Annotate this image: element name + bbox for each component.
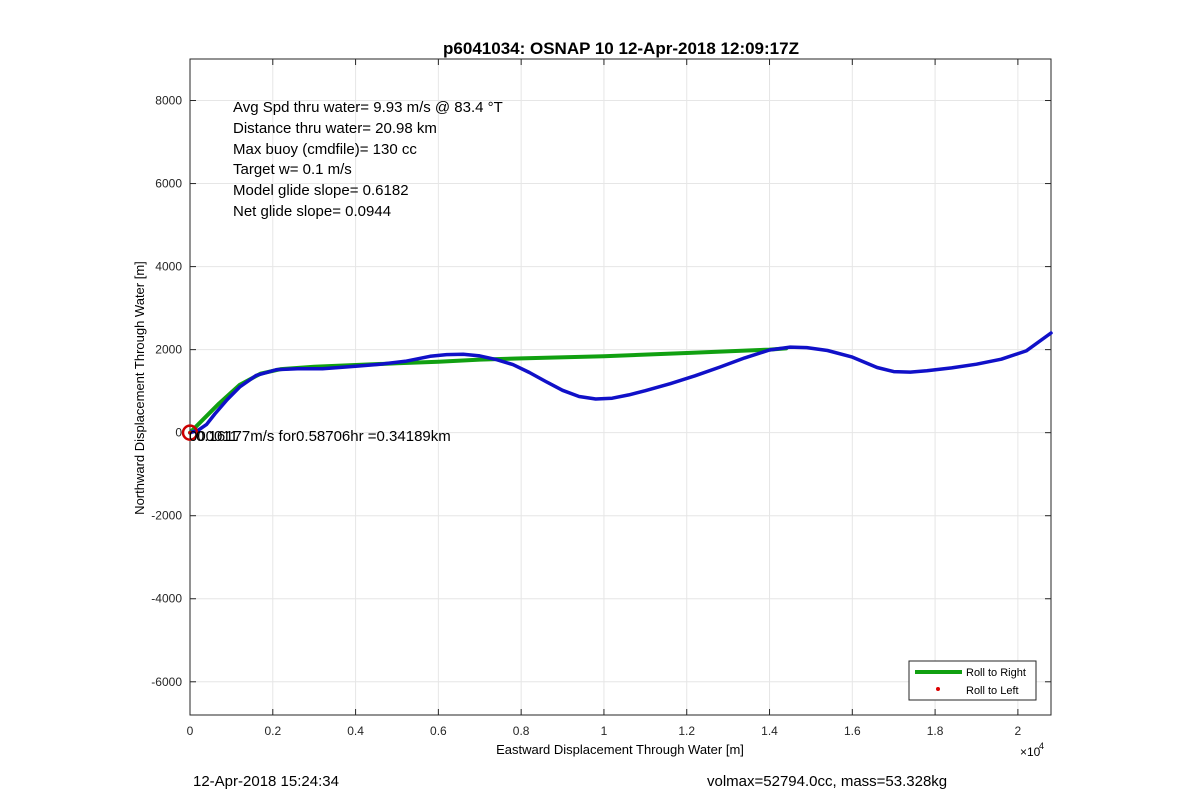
- y-tick-label: 0: [175, 426, 182, 440]
- x-tick-label: 0.4: [347, 724, 364, 738]
- stats-line-distance: Distance thru water= 20.98 km: [233, 120, 437, 137]
- data-markers: [181, 424, 199, 441]
- footer-timestamp: 12-Apr-2018 15:24:34: [193, 773, 339, 790]
- segment-annotation: 000011 0.16177m/s for0.58706hr =0.34189k…: [189, 428, 451, 445]
- x-exponent-base: ×10: [1020, 745, 1041, 759]
- y-tick-label: 2000: [155, 343, 182, 357]
- plot-box: [189, 58, 1052, 716]
- y-axis-label: Northward Displacement Through Water [m]: [132, 261, 147, 515]
- chart-title: p6041034: OSNAP 10 12-Apr-2018 12:09:17Z: [443, 39, 799, 58]
- x-tick-label: 1.8: [927, 724, 944, 738]
- x-axis-ticks: 0 0.2 0.4 0.6 0.8 1 1.2 1.4 1.6 1.8 2: [187, 59, 1022, 738]
- start-marker: [181, 424, 199, 441]
- plot-axes: [189, 58, 1052, 716]
- y-tick-label: 8000: [155, 94, 182, 108]
- y-tick-label: 4000: [155, 260, 182, 274]
- stats-line-model-glide: Model glide slope= 0.6182: [233, 182, 409, 199]
- series-line-roll-to-right: [188, 346, 789, 435]
- y-axis-ticks: -6000 -4000 -2000 0 2000 4000 6000 8000: [151, 94, 1051, 689]
- x-axis-label: Eastward Displacement Through Water [m]: [496, 742, 744, 757]
- x-tick-label: 0.8: [513, 724, 530, 738]
- x-tick-label: 1: [601, 724, 608, 738]
- stats-line-speed: Avg Spd thru water= 9.93 m/s @ 83.4 °T: [233, 99, 503, 116]
- y-tick-label: 6000: [155, 177, 182, 191]
- legend-roll-left-label: Roll to Left: [966, 685, 1019, 697]
- x-tick-label: 1.6: [844, 724, 861, 738]
- x-tick-label: 0: [187, 724, 194, 738]
- x-tick-label: 2: [1015, 724, 1022, 738]
- x-tick-label: 0.2: [264, 724, 281, 738]
- y-tick-label: -2000: [151, 509, 182, 523]
- grid-lines: [189, 59, 1051, 715]
- y-tick-label: -4000: [151, 592, 182, 606]
- footer-summary: volmax=52794.0cc, mass=53.328kg: [707, 773, 948, 790]
- x-exponent-power: 4: [1039, 741, 1044, 751]
- x-exponent: ×10 4: [1020, 741, 1044, 759]
- series-line-track: [188, 331, 1053, 435]
- y-tick-label: -6000: [151, 675, 182, 689]
- stats-line-max-buoy: Max buoy (cmdfile)= 130 cc: [233, 141, 417, 158]
- legend: Roll to Right Roll to Left: [908, 660, 1037, 701]
- x-tick-label: 1.4: [761, 724, 778, 738]
- annotation-text: 0.16177m/s for0.58706hr =0.34189km: [196, 428, 451, 445]
- stats-line-net-glide: Net glide slope= 0.0944: [233, 203, 391, 220]
- stats-line-target-w: Target w= 0.1 m/s: [233, 161, 352, 178]
- legend-box: [908, 660, 1037, 701]
- annotation-overlap-text: 000011: [189, 428, 238, 445]
- roll-to-left-point: [188, 430, 192, 435]
- data-series: [188, 331, 1053, 435]
- x-tick-label: 1.2: [678, 724, 695, 738]
- legend-roll-right-label: Roll to Right: [966, 667, 1026, 679]
- stats-text-block: Avg Spd thru water= 9.93 m/s @ 83.4 °T D…: [233, 99, 503, 220]
- x-tick-label: 0.6: [430, 724, 447, 738]
- legend-roll-left-swatch: [936, 687, 940, 691]
